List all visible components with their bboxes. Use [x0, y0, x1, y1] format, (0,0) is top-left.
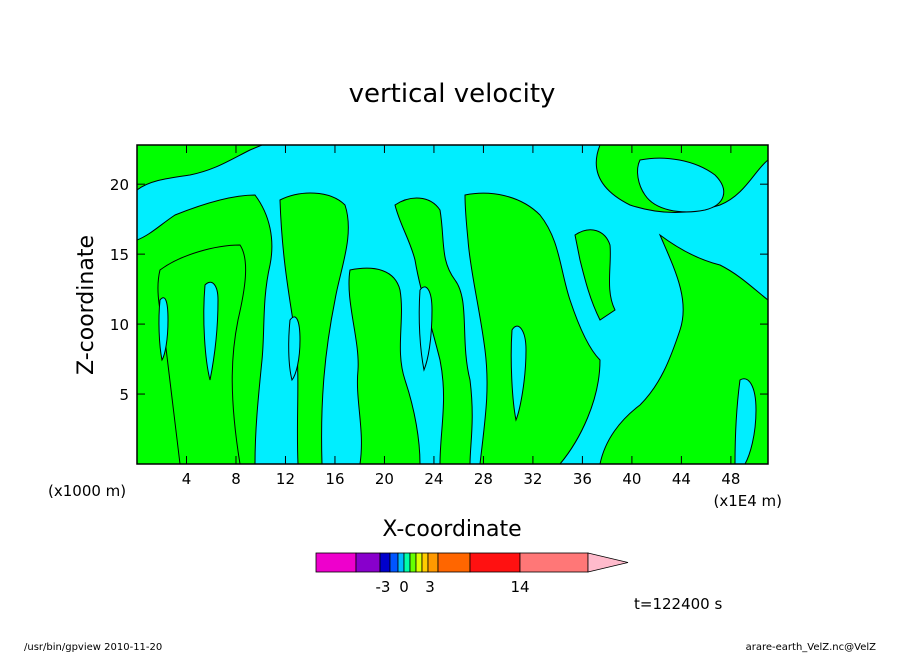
x-unit-right: (x1E4 m): [713, 492, 782, 510]
x-tick-label: 28: [474, 470, 493, 488]
x-tick-label: 44: [672, 470, 691, 488]
x-tick-label: 24: [424, 470, 443, 488]
colorbar-label: 14: [510, 578, 529, 596]
x-axis-label: X-coordinate: [382, 517, 521, 542]
colorbar-segment: [355, 552, 381, 573]
y-tick-label: 5: [119, 386, 129, 404]
x-tick-label: 20: [375, 470, 394, 488]
colorbar-segment: [519, 552, 589, 573]
colorbar-segment: [389, 552, 399, 573]
x-tick-label: 48: [721, 470, 740, 488]
colorbar-segment: [315, 552, 357, 573]
x-tick-label: 40: [622, 470, 641, 488]
footer-left: /usr/bin/gpview 2010-11-20: [24, 642, 162, 653]
colorbar-extend-arrow: [587, 552, 629, 573]
colorbar-segment: [437, 552, 471, 573]
colorbar-segment: [403, 552, 411, 573]
footer-right: arare-earth_VelZ.nc@VelZ: [746, 642, 877, 653]
x-unit-left: (x1000 m): [48, 482, 126, 500]
x-axis-ticks: 4 8 12 16 20 24 28 32 36 40 44 48: [182, 145, 740, 488]
colorbar-segment: [409, 552, 417, 573]
colorbar-segment: [379, 552, 391, 573]
colorbar: -3 0 3 14: [315, 552, 629, 596]
colorbar-segment: [469, 552, 521, 573]
y-tick-label: 20: [110, 176, 129, 194]
plot-frame: [136, 144, 769, 465]
colorbar-label: 3: [425, 578, 435, 596]
y-axis-ticks: 5 10 15 20: [110, 176, 768, 404]
x-tick-label: 32: [523, 470, 542, 488]
y-tick-label: 15: [110, 246, 129, 264]
y-axis-label: Z-coordinate: [74, 235, 99, 375]
colorbar-segment: [415, 552, 423, 573]
colorbar-segment: [427, 552, 439, 573]
y-tick-label: 10: [110, 316, 129, 334]
colorbar-segment: [421, 552, 429, 573]
x-tick-label: 16: [325, 470, 344, 488]
x-tick-label: 4: [182, 470, 192, 488]
x-tick-label: 12: [276, 470, 295, 488]
downdraft-regions: [158, 157, 757, 464]
colorbar-label: -3: [376, 578, 391, 596]
colorbar-segment: [397, 552, 405, 573]
time-label: t=122400 s: [634, 595, 722, 613]
chart-title: vertical velocity: [349, 79, 556, 109]
x-tick-label: 8: [231, 470, 241, 488]
colorbar-label: 0: [399, 578, 409, 596]
x-tick-label: 36: [573, 470, 592, 488]
